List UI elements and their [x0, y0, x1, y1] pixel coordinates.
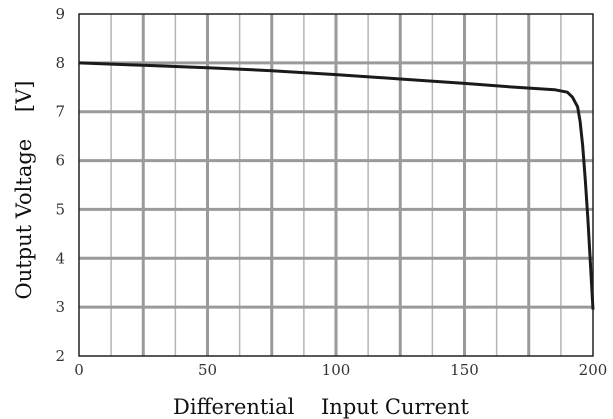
x-tick-label: 0 [74, 361, 84, 379]
x-tick-label: 150 [450, 361, 479, 379]
y-tick-label: 9 [55, 5, 65, 23]
y-tick-label: 2 [55, 347, 65, 365]
plot-frame [78, 13, 594, 357]
x-tick-labels: 0 50 100 150 200 [74, 361, 607, 379]
y-axis-label: Output Voltage [V] [12, 81, 36, 300]
series-layer [78, 61, 595, 310]
x-axis-label: Differential Input Current [173, 395, 470, 419]
x-tick-label: 200 [579, 361, 608, 379]
x-tick-label: 100 [322, 361, 351, 379]
y-tick-label: 5 [55, 200, 65, 218]
y-tick-label: 4 [55, 249, 65, 267]
y-tick-label: 3 [55, 298, 65, 316]
grid-minor [110, 14, 562, 356]
y-tick-label: 7 [55, 103, 65, 121]
y-tick-label: 8 [55, 54, 65, 72]
y-tick-label: 6 [55, 152, 65, 170]
y-tick-labels: 2 3 4 5 6 7 8 9 [55, 5, 65, 365]
series-line [78, 61, 595, 310]
x-tick-label: 50 [198, 361, 217, 379]
